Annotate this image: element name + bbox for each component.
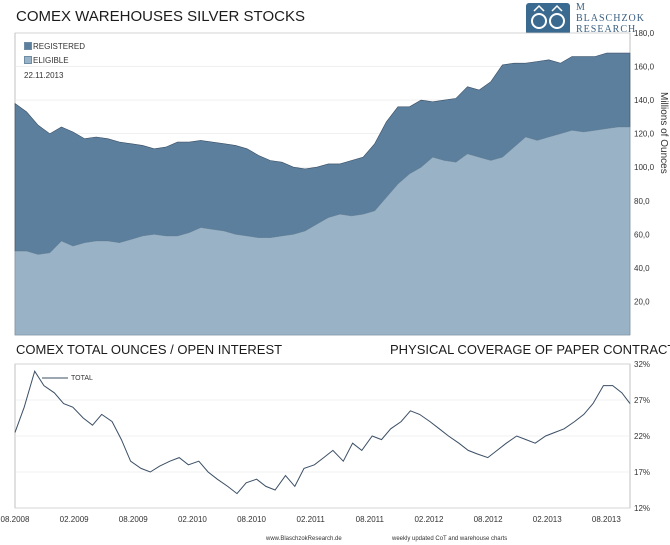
- blaschzok-logo: M BLASCHZOK RESEARCH: [526, 3, 666, 37]
- x-tick-label-2: 08.2012: [474, 515, 503, 524]
- legend-eligible-label: ELIGIBLE: [33, 56, 69, 65]
- x-tick-label-2: 02.2011: [297, 515, 326, 524]
- x-tick-label-2: 08.2008: [1, 515, 30, 524]
- legend-total-label: TOTAL: [71, 375, 93, 382]
- y-tick-label-1: 80,0: [634, 197, 650, 206]
- legend-eligible-swatch: [24, 56, 32, 64]
- y-tick-label-1: 140,0: [634, 96, 655, 105]
- y-tick-label-2: 12%: [634, 504, 650, 513]
- x-tick-label-2: 08.2010: [237, 515, 266, 524]
- x-tick-labels-2: 08.2008 02.2009 08.2009 02.2010 08.2010 02.20…: [1, 515, 622, 524]
- x-tick-label-2: 02.2013: [533, 515, 562, 524]
- x-tick-label-2: 02.2010: [178, 515, 207, 524]
- y-tick-label-1: 20,0: [634, 297, 650, 306]
- y-tick-labels-2: 12% 17% 22% 27% 32%: [634, 360, 650, 513]
- logo-line2: RESEARCH: [576, 24, 637, 35]
- y-tick-label-1: 100,0: [634, 163, 655, 172]
- y-tick-labels-1: 20,0 40,0 60,0 80,0 100,0 120,0 140,0 160,0 180,…: [634, 29, 655, 306]
- legend-registered-swatch: [24, 42, 32, 50]
- y-axis-label: Millions of Ounces: [658, 92, 669, 174]
- y-tick-label-1: 120,0: [634, 130, 655, 139]
- legend-registered-label: REGISTERED: [33, 42, 86, 51]
- footer-tagline: weekly updated CoT and warehouse charts: [392, 536, 508, 542]
- logo-line1: BLASCHZOK: [576, 13, 646, 24]
- logo-letter: M: [576, 2, 586, 13]
- logo-badge-icon: [526, 3, 570, 35]
- y-tick-label-2: 22%: [634, 432, 650, 441]
- footer-site: www.BlaschzokResearch.de: [266, 536, 342, 542]
- y-tick-label-1: 60,0: [634, 230, 650, 239]
- chart-date: 22.11.2013: [24, 71, 64, 80]
- x-tick-label-2: 02.2009: [60, 515, 89, 524]
- coverage-chart-subtitle: PHYSICAL COVERAGE OF PAPER CONTRACTS: [390, 342, 670, 357]
- x-tick-label-2: 08.2013: [592, 515, 621, 524]
- chart-title: COMEX WAREHOUSES SILVER STOCKS: [16, 8, 305, 25]
- y-tick-label-1: 160,0: [634, 63, 655, 72]
- y-tick-label-1: 40,0: [634, 264, 650, 273]
- y-tick-label-1: 180,0: [634, 29, 655, 38]
- x-tick-label-2: 08.2009: [119, 515, 148, 524]
- y-tick-label-2: 32%: [634, 360, 650, 369]
- x-tick-label-2: 02.2012: [414, 515, 443, 524]
- grid-2: [15, 363, 630, 509]
- coverage-chart-title: COMEX TOTAL OUNCES / OPEN INTEREST: [16, 342, 283, 357]
- silver-stocks-area-chart: 20,0 40,0 60,0 80,0 100,0 120,0 140,0 160,0 180,…: [14, 29, 669, 336]
- eligible-area: [14, 126, 631, 336]
- x-tick-label-2: 08.2011: [356, 515, 385, 524]
- y-tick-label-2: 27%: [634, 396, 650, 405]
- y-tick-label-2: 17%: [634, 468, 650, 477]
- total-coverage-line: [14, 370, 631, 495]
